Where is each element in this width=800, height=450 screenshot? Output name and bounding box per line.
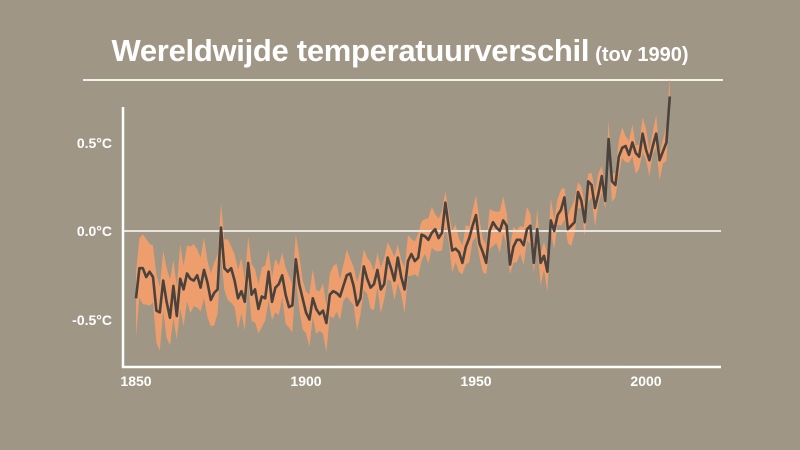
- y-tick-label: 0.0°C: [76, 223, 112, 239]
- anomaly-line: [134, 96, 672, 325]
- title-subtitle: (tov 1990): [595, 44, 689, 66]
- chart-series-line: [134, 96, 672, 325]
- x-tick-label: 1900: [290, 373, 322, 389]
- x-tick-label: 1950: [460, 373, 492, 389]
- title-main: Wereldwijde temperatuurverschil: [111, 33, 590, 68]
- x-tick-label: 1850: [120, 373, 152, 389]
- y-tick-label: -0.5°C: [72, 312, 112, 328]
- chart-band: [136, 75, 670, 353]
- y-tick-label: 0.5°C: [76, 135, 112, 151]
- uncertainty-band: [136, 75, 670, 353]
- title-underline: [83, 79, 723, 81]
- chart-title: Wereldwijde temperatuurverschil (tov 1990…: [0, 33, 800, 69]
- x-tick-label: 2000: [630, 373, 662, 389]
